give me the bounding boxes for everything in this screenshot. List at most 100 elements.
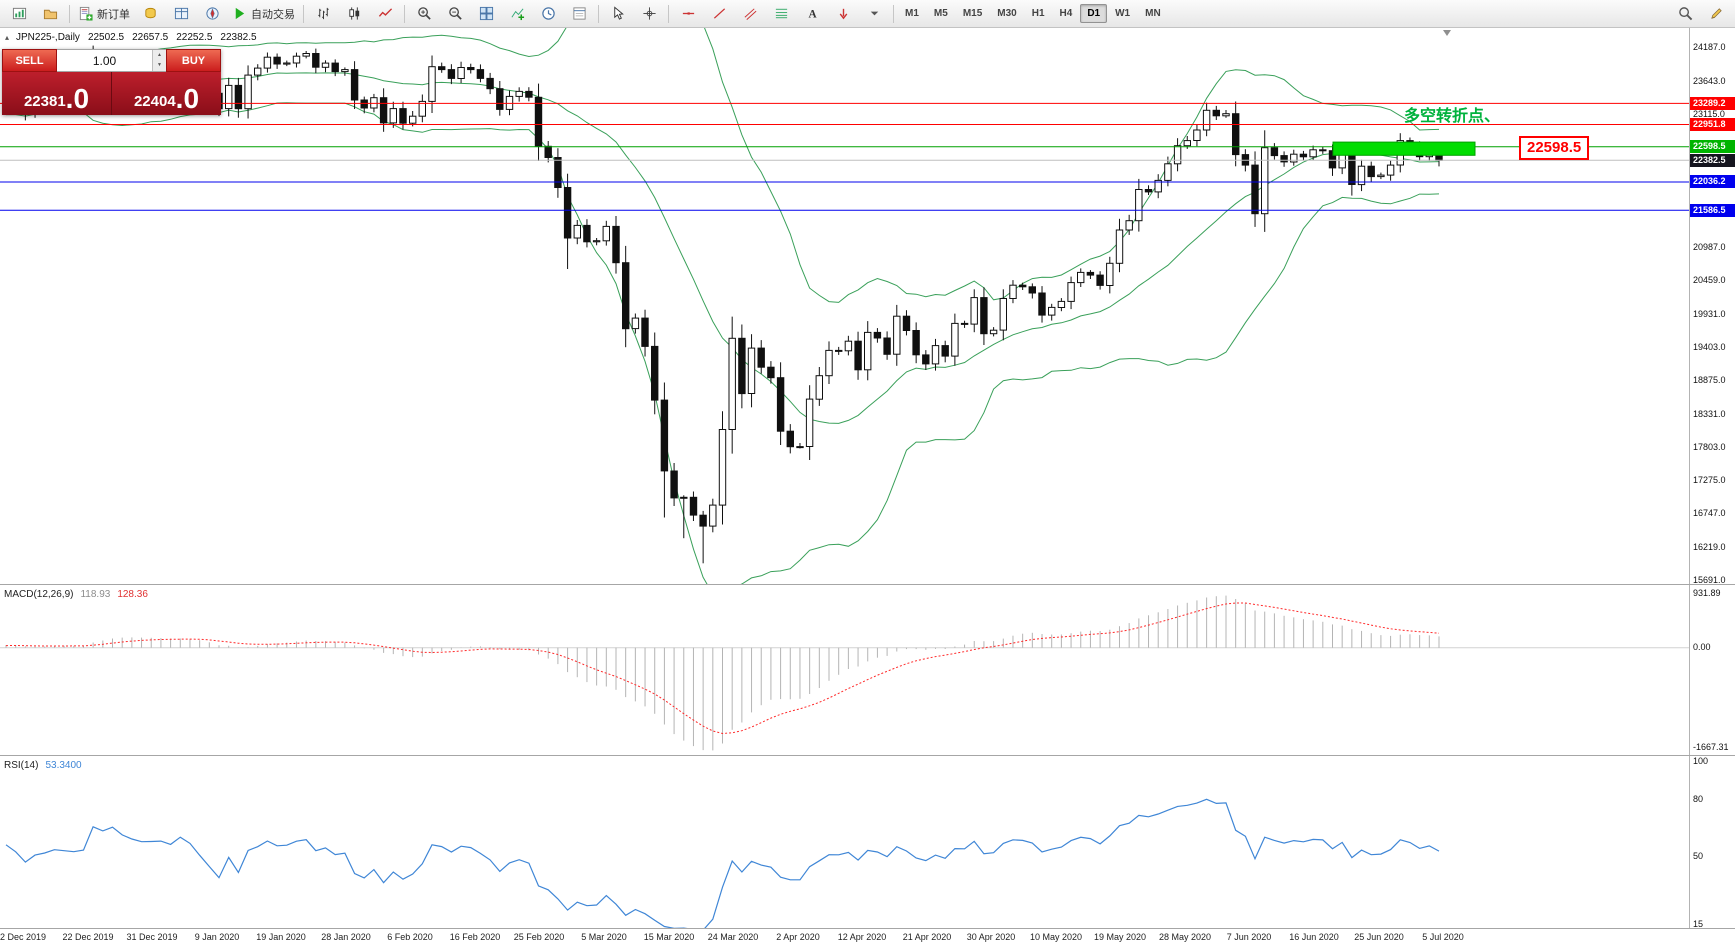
timeframe-d1[interactable]: D1 — [1080, 4, 1108, 23]
symbol-period-label: JPN225-,Daily — [16, 32, 80, 43]
buy-price[interactable]: 22404.0 — [112, 72, 221, 115]
auto-trading-button[interactable]: 自动交易 — [228, 2, 299, 26]
crosshair-icon — [642, 6, 657, 21]
macd-pane-separator[interactable] — [0, 584, 1735, 585]
toolbar: 新订单 自动交易 A M1 M5 M15 M30 H1 H4 D1 W1 MN — [0, 0, 1735, 28]
zoom-in-button[interactable] — [409, 2, 439, 26]
price-axis-label: 20987.0 — [1693, 242, 1726, 252]
data-window-icon — [174, 6, 189, 21]
templates-icon — [572, 6, 587, 21]
text-label-button[interactable]: A — [797, 2, 827, 26]
arrows-icon — [836, 6, 851, 21]
price-axis-label: 19403.0 — [1693, 342, 1726, 352]
cursor-button[interactable] — [603, 2, 633, 26]
price-level-flag[interactable]: 22598.5 — [1519, 136, 1590, 160]
ohlc-low: 22252.5 — [176, 32, 213, 43]
timeframe-w1[interactable]: W1 — [1115, 8, 1131, 19]
shapes-dropdown-button[interactable] — [859, 2, 889, 26]
date-axis-label: 24 Mar 2020 — [707, 932, 759, 942]
price-axis-label: 16747.0 — [1693, 508, 1726, 518]
market-watch-button[interactable] — [135, 2, 165, 26]
data-window-button[interactable] — [166, 2, 196, 26]
rsi-axis-label: 15 — [1693, 919, 1704, 929]
sell-price-frac: .0 — [65, 83, 90, 115]
chart-info-line: ▴ JPN225-,Daily 22502.5 22657.5 22252.5 … — [5, 32, 257, 43]
crosshair-button[interactable] — [634, 2, 664, 26]
macd-axis-label: 0.00 — [1693, 642, 1711, 652]
new-chart-button[interactable] — [4, 2, 34, 26]
buy-button[interactable]: BUY — [166, 49, 221, 72]
ohlc-open: 22502.5 — [87, 32, 125, 43]
svg-text:A: A — [808, 8, 817, 20]
macd-signal-value: 128.36 — [117, 589, 148, 600]
toolbar-separator — [893, 4, 894, 23]
search-button[interactable] — [1670, 2, 1700, 26]
trendline-button[interactable] — [704, 2, 734, 26]
pivot-annotation[interactable]: 多空转折点、 — [1404, 108, 1501, 125]
price-axis-label: 20459.0 — [1693, 275, 1726, 285]
price-axis-label: 24187.0 — [1693, 42, 1726, 52]
price-tag: 21586.5 — [1690, 204, 1735, 217]
equidistant-channel-button[interactable] — [735, 2, 765, 26]
ohlc-high: 22657.5 — [132, 32, 169, 43]
date-axis-label: 22 Dec 2019 — [62, 932, 114, 942]
volume-input[interactable] — [57, 50, 152, 71]
timeframe-m5[interactable]: M5 — [933, 8, 948, 19]
date-axis-label: 16 Jun 2020 — [1289, 932, 1339, 942]
price-axis-label: 18331.0 — [1693, 409, 1726, 419]
bar-chart-mode-icon — [316, 6, 331, 21]
fibonacci-button[interactable] — [766, 2, 796, 26]
new-order-label: 新订单 — [97, 8, 130, 21]
new-order-icon — [78, 6, 93, 21]
candlestick-mode-button[interactable] — [339, 2, 369, 26]
date-axis-label: 6 Feb 2020 — [387, 932, 433, 942]
timeframe-h4[interactable]: H4 — [1059, 8, 1073, 19]
price-axis-label: 18875.0 — [1693, 375, 1726, 385]
indicators-button[interactable] — [502, 2, 532, 26]
volume-up-button[interactable]: ▲ — [153, 50, 166, 61]
price-axis[interactable]: 24187.0 23643.0 23115.0 20987.0 20459.0 19931… — [1689, 28, 1735, 929]
date-axis[interactable]: 2 Dec 2019 22 Dec 2019 31 Dec 2019 9 Jan 20… — [0, 929, 1689, 949]
horizontal-line-button[interactable] — [673, 2, 703, 26]
rsi-caption: RSI(14) 53.3400 — [4, 760, 82, 771]
date-axis-label: 12 Apr 2020 — [837, 932, 887, 942]
arrows-button[interactable] — [828, 2, 858, 26]
price-axis-label: 23643.0 — [1693, 76, 1726, 86]
new-order-button[interactable]: 新订单 — [74, 2, 134, 26]
sell-button[interactable]: SELL — [2, 49, 57, 72]
date-axis-label: 10 May 2020 — [1029, 932, 1083, 942]
navigator-button[interactable] — [197, 2, 227, 26]
date-axis-label: 9 Jan 2020 — [194, 932, 240, 942]
volume-down-button[interactable]: ▼ — [153, 60, 166, 71]
date-axis-label: 28 May 2020 — [1158, 932, 1212, 942]
buy-price-frac: .0 — [175, 83, 200, 115]
bar-chart-mode-button[interactable] — [308, 2, 338, 26]
date-axis-label: 19 Jan 2020 — [256, 932, 306, 942]
trendline-icon — [712, 6, 727, 21]
line-chart-mode-button[interactable] — [370, 2, 400, 26]
rsi-pane-separator[interactable] — [0, 755, 1735, 756]
toolbar-separator — [404, 4, 405, 23]
price-axis-label: 17275.0 — [1693, 475, 1726, 485]
timeframe-m30[interactable]: M30 — [997, 8, 1017, 19]
timeframe-h1[interactable]: H1 — [1031, 8, 1045, 19]
price-axis-label: 15691.0 — [1693, 575, 1726, 585]
templates-button[interactable] — [564, 2, 594, 26]
timeframe-m15[interactable]: M15 — [962, 8, 983, 19]
new-chart-icon — [12, 6, 27, 21]
price-axis-label: 19931.0 — [1693, 309, 1726, 319]
date-axis-label: 19 May 2020 — [1093, 932, 1147, 942]
sell-price[interactable]: 22381.0 — [2, 72, 112, 115]
collapse-one-click-icon[interactable]: ▴ — [5, 33, 10, 42]
profiles-button[interactable] — [35, 2, 65, 26]
periods-button[interactable] — [533, 2, 563, 26]
candlestick-mode-icon — [347, 6, 362, 21]
auto-trading-label: 自动交易 — [251, 8, 295, 21]
timeframe-mn[interactable]: MN — [1145, 8, 1161, 19]
price-tag: 22598.5 — [1690, 140, 1735, 153]
tile-windows-button[interactable] — [471, 2, 501, 26]
zoom-out-button[interactable] — [440, 2, 470, 26]
timeframe-m1[interactable]: M1 — [905, 8, 919, 19]
search-icon — [1678, 6, 1693, 21]
edit-button[interactable] — [1701, 2, 1731, 26]
